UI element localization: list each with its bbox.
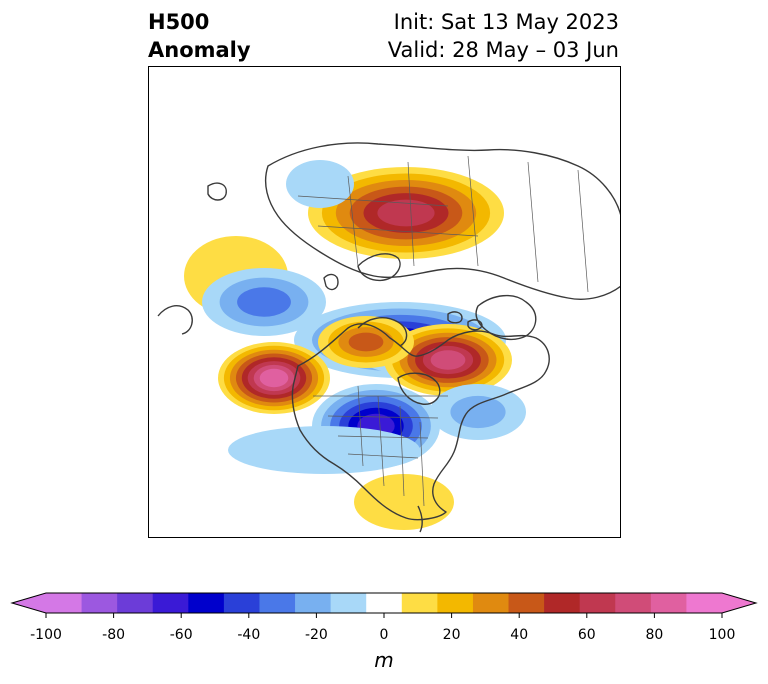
colorbar-over-arrow <box>722 593 756 613</box>
colorbar-cell <box>472 593 510 613</box>
negative-anomaly-contour <box>228 426 420 474</box>
colorbar-cell <box>366 593 403 613</box>
political-borders <box>297 155 589 507</box>
colorbar-cell <box>508 593 545 613</box>
positive-anomaly-contour <box>377 199 435 227</box>
positive-anomaly-contour <box>354 474 454 530</box>
colorbar-cell <box>259 593 296 613</box>
colorbar-cell <box>152 593 189 613</box>
colorbar-tick-label: 40 <box>510 627 528 643</box>
colorbar-cell <box>615 593 652 613</box>
colorbar-cell <box>117 593 154 613</box>
colorbar-cell <box>223 593 260 613</box>
positive-anomaly-contour <box>259 368 289 388</box>
negative-anomaly-contour <box>286 160 354 208</box>
map-frame <box>148 66 621 538</box>
colorbar-tick-label: -60 <box>170 627 193 643</box>
init-date: Init: Sat 13 May 2023 <box>393 10 619 34</box>
chart-title: H500 Anomaly <box>148 8 251 64</box>
valid-range: Valid: 28 May – 03 Jun <box>387 38 619 62</box>
colorbar-cell <box>295 593 332 613</box>
colorbar-cell <box>579 593 616 613</box>
colorbar-cell <box>437 593 474 613</box>
colorbar-tick-label: -100 <box>30 627 62 643</box>
anomaly-contours <box>184 160 526 530</box>
colorbar-cell <box>686 593 723 613</box>
colorbar-tick-label: -80 <box>102 627 125 643</box>
colorbar-tick-label: -20 <box>305 627 328 643</box>
colorbar-tick-label: 0 <box>380 627 389 643</box>
title-variable: H500 <box>148 10 210 34</box>
colorbar-tick-label: 20 <box>443 627 461 643</box>
colorbar-cell <box>401 593 438 613</box>
colorbar-cell <box>188 593 225 613</box>
colorbar-cell <box>81 593 118 613</box>
colorbar-cell <box>330 593 367 613</box>
colorbar-cell <box>46 593 83 613</box>
colorbar-cell <box>544 593 581 613</box>
colorbar: -100 -80 -60 -40 -20 0 20 40 60 80 100 m <box>10 592 758 672</box>
colorbar-tick-label: 80 <box>645 627 663 643</box>
colorbar-cells <box>46 593 723 613</box>
colorbar-ticks: -100 -80 -60 -40 -20 0 20 40 60 80 100 <box>30 613 735 643</box>
colorbar-tick-label: 100 <box>709 627 736 643</box>
positive-anomaly-contour <box>430 350 466 370</box>
chart-dates: Init: Sat 13 May 2023 Valid: 28 May – 03… <box>388 8 619 64</box>
colorbar-unit: m <box>374 648 393 672</box>
colorbar-under-arrow <box>12 593 46 613</box>
colorbar-tick-label: 60 <box>578 627 596 643</box>
negative-anomaly-contour <box>450 395 506 429</box>
positive-anomaly-contour <box>348 332 384 352</box>
coastlines <box>157 142 621 533</box>
colorbar-tick-label: -40 <box>237 627 260 643</box>
negative-anomaly-contour <box>237 287 291 317</box>
anomaly-map <box>148 66 621 538</box>
colorbar-cell <box>650 593 687 613</box>
title-field: Anomaly <box>148 38 251 62</box>
